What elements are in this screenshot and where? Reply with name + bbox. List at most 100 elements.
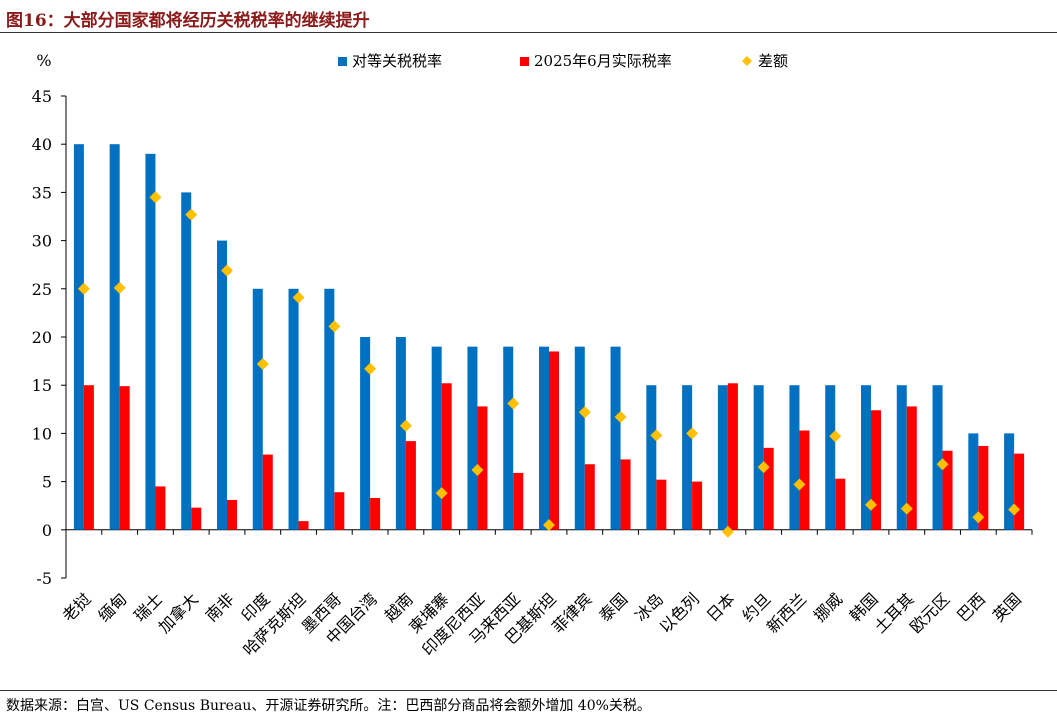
- diff-marker: [1008, 503, 1021, 516]
- source-note: 数据来源：白宫、US Census Bureau、开源证券研究所。注：巴西部分商…: [6, 698, 651, 714]
- bar-actual-tariff: [942, 450, 953, 530]
- bar-actual-tariff: [191, 507, 202, 530]
- diff-marker: [757, 461, 770, 474]
- diff-marker: [113, 281, 126, 294]
- bar-reciprocal-tariff: [610, 346, 621, 530]
- bar-reciprocal-tariff: [932, 385, 943, 530]
- diff-marker: [721, 525, 734, 538]
- diff-marker: [471, 464, 484, 477]
- y-tick-label: 20: [32, 328, 52, 347]
- bar-actual-tariff: [549, 351, 559, 530]
- footer-divider: [0, 690, 1057, 691]
- bar-reciprocal-tariff: [1004, 433, 1015, 530]
- diff-marker: [292, 291, 305, 304]
- bar-actual-tariff: [227, 499, 237, 530]
- bar-actual-tariff: [405, 441, 416, 530]
- bar-actual-tariff: [334, 492, 345, 530]
- bar-reciprocal-tariff: [896, 385, 907, 530]
- bar-actual-tariff: [155, 486, 166, 530]
- diff-marker: [686, 427, 699, 440]
- bar-reciprocal-tariff: [145, 153, 156, 530]
- bar-reciprocal-tariff: [646, 385, 657, 530]
- bar-actual-tariff: [119, 386, 130, 530]
- bar-actual-tariff: [513, 472, 524, 530]
- bar-actual-tariff: [262, 454, 273, 530]
- x-tick-label: 英国: [989, 589, 1025, 625]
- bar-reciprocal-tariff: [503, 346, 514, 530]
- bar-reciprocal-tariff: [288, 288, 299, 530]
- y-tick-label: 10: [32, 424, 52, 443]
- diff-marker: [364, 362, 377, 375]
- bar-reciprocal-tariff: [825, 385, 836, 530]
- bar-reciprocal-tariff: [73, 144, 84, 530]
- bar-actual-tariff: [83, 385, 94, 530]
- bar-reciprocal-tariff: [252, 288, 263, 530]
- bar-reciprocal-tariff: [360, 337, 371, 530]
- y-tick-label: 45: [32, 87, 52, 106]
- diff-marker: [793, 478, 806, 491]
- x-tick-label: 缅甸: [94, 589, 130, 625]
- bar-actual-tariff: [978, 445, 989, 530]
- y-axis-unit: %: [36, 51, 51, 70]
- x-tick-label: 以色列: [656, 589, 703, 636]
- legend-label-reciprocal: 对等关税税率: [352, 52, 442, 70]
- y-tick-label: 0: [42, 521, 52, 540]
- diff-marker: [507, 397, 520, 410]
- y-tick-label: 40: [32, 135, 52, 154]
- x-tick-label: 南非: [202, 589, 238, 625]
- diff-marker: [865, 498, 877, 511]
- diff-marker: [614, 411, 627, 424]
- bar-actual-tariff: [763, 447, 774, 530]
- y-tick-label: 35: [32, 183, 52, 202]
- bar-reciprocal-tariff: [753, 385, 764, 530]
- bar-reciprocal-tariff: [181, 192, 192, 530]
- diff-marker: [149, 191, 162, 204]
- x-tick-label: 菲律宾: [548, 589, 595, 636]
- bar-reciprocal-tariff: [968, 433, 979, 530]
- diff-marker: [328, 320, 341, 333]
- bar-actual-tariff: [835, 478, 846, 530]
- bar-reciprocal-tariff: [467, 346, 478, 530]
- bar-actual-tariff: [441, 383, 452, 530]
- bar-reciprocal-tariff: [324, 288, 335, 530]
- bar-actual-tariff: [298, 521, 309, 530]
- y-tick-label: 25: [32, 280, 52, 299]
- y-tick-label: 5: [42, 473, 52, 492]
- x-tick-label: 老挝: [59, 589, 95, 625]
- bar-actual-tariff: [370, 497, 381, 530]
- x-tick-label: 挪威: [810, 589, 846, 625]
- x-tick-label: 泰国: [595, 589, 631, 625]
- diff-marker: [185, 208, 198, 221]
- bar-actual-tariff: [906, 406, 917, 530]
- bar-reciprocal-tariff: [574, 346, 585, 530]
- bar-reciprocal-tariff: [682, 385, 693, 530]
- x-tick-label: 加拿大: [155, 589, 202, 636]
- bar-actual-tariff: [656, 479, 667, 530]
- chart-title: 图16：大部分国家都将经历关税税率的继续提升: [6, 11, 370, 31]
- bar-actual-tariff: [692, 481, 703, 530]
- x-tick-label: 欧元区: [906, 589, 953, 636]
- x-tick-label: 新西兰: [763, 589, 810, 636]
- title-divider: [0, 32, 1057, 33]
- diff-marker: [399, 419, 412, 432]
- y-tick-label: 15: [32, 376, 52, 395]
- bar-actual-tariff: [799, 430, 810, 530]
- diff-marker: [650, 429, 663, 442]
- legend-label-actual: 2025年6月实际税率: [534, 52, 672, 70]
- bar-reciprocal-tariff: [717, 385, 728, 530]
- diff-marker: [221, 264, 233, 277]
- bar-reciprocal-tariff: [789, 385, 800, 530]
- bar-reciprocal-tariff: [217, 240, 227, 530]
- legend-label-diff: 差额: [758, 52, 788, 70]
- diff-marker: [256, 357, 269, 370]
- bar-actual-tariff: [727, 383, 738, 530]
- y-tick-label: -5: [36, 569, 52, 588]
- bar-actual-tariff: [620, 459, 631, 530]
- bar-actual-tariff: [871, 410, 881, 530]
- bar-reciprocal-tariff: [431, 346, 442, 530]
- diff-marker: [829, 430, 842, 443]
- diff-marker: [543, 518, 555, 531]
- legend-swatch-reciprocal: [338, 57, 347, 66]
- x-tick-label: 土耳其: [870, 589, 917, 636]
